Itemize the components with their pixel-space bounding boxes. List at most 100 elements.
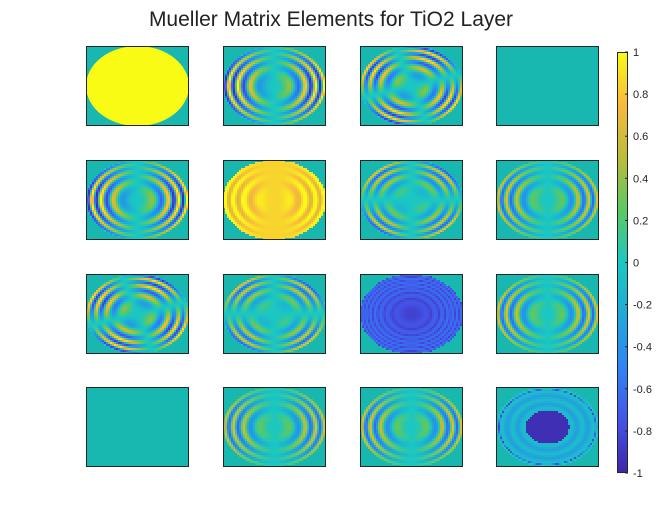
pixel bbox=[309, 70, 311, 72]
pixel bbox=[295, 120, 297, 122]
pixel bbox=[442, 102, 444, 104]
pixel bbox=[442, 80, 444, 82]
pixel bbox=[380, 80, 382, 82]
pixel bbox=[317, 100, 319, 102]
pixel bbox=[398, 84, 400, 86]
pixel bbox=[303, 90, 305, 92]
pixel bbox=[370, 80, 372, 82]
pixel bbox=[396, 80, 398, 82]
pixel bbox=[259, 58, 261, 60]
pixel bbox=[390, 60, 392, 62]
pixel bbox=[124, 204, 126, 206]
pixel bbox=[301, 76, 303, 78]
pixel bbox=[436, 58, 438, 60]
pixel bbox=[362, 80, 364, 82]
pixel bbox=[390, 70, 392, 72]
pixel bbox=[263, 166, 265, 168]
pixel bbox=[424, 108, 426, 110]
pixel bbox=[291, 106, 293, 108]
pixel bbox=[293, 62, 295, 64]
pixel bbox=[378, 78, 380, 80]
pixel bbox=[140, 196, 142, 198]
pixel bbox=[156, 178, 158, 180]
pixel bbox=[112, 166, 114, 168]
pixel bbox=[436, 94, 438, 96]
pixel bbox=[174, 188, 176, 190]
pixel bbox=[273, 58, 275, 60]
pixel bbox=[263, 80, 265, 82]
pixel bbox=[172, 206, 174, 208]
pixel bbox=[307, 92, 309, 94]
pixel bbox=[227, 80, 229, 82]
pixel bbox=[128, 232, 130, 234]
pixel bbox=[120, 186, 122, 188]
pixel bbox=[384, 82, 386, 84]
pixel bbox=[408, 86, 410, 88]
pixel bbox=[398, 80, 400, 82]
pixel bbox=[388, 84, 390, 86]
pixel bbox=[146, 220, 148, 222]
pixel bbox=[261, 102, 263, 104]
pixel bbox=[271, 164, 273, 166]
pixel bbox=[245, 68, 247, 70]
pixel bbox=[416, 92, 418, 94]
pixel bbox=[257, 48, 259, 50]
pixel bbox=[122, 212, 124, 214]
pixel bbox=[102, 196, 104, 198]
pixel bbox=[414, 74, 416, 76]
pixel bbox=[420, 54, 422, 56]
pixel bbox=[174, 190, 176, 192]
pixel bbox=[140, 174, 142, 176]
pixel bbox=[287, 92, 289, 94]
pixel bbox=[178, 218, 180, 220]
pixel bbox=[293, 118, 295, 120]
pixel bbox=[442, 54, 444, 56]
pixel bbox=[299, 58, 301, 60]
pixel bbox=[406, 56, 408, 58]
pixel bbox=[420, 94, 422, 96]
pixel bbox=[374, 72, 376, 74]
pixel bbox=[426, 64, 428, 66]
pixel bbox=[406, 118, 408, 120]
pixel bbox=[412, 64, 414, 66]
pixel bbox=[124, 184, 126, 186]
pixel bbox=[313, 78, 315, 80]
pixel bbox=[295, 54, 297, 56]
pixel bbox=[454, 86, 456, 88]
panel-pattern bbox=[223, 160, 325, 240]
pixel bbox=[418, 118, 420, 120]
pixel bbox=[267, 50, 269, 52]
pixel bbox=[384, 98, 386, 100]
pixel bbox=[422, 92, 424, 94]
pixel bbox=[267, 96, 269, 98]
pixel bbox=[148, 212, 150, 214]
pixel bbox=[418, 102, 420, 104]
pixel bbox=[100, 218, 102, 220]
pixel bbox=[384, 74, 386, 76]
pixel bbox=[275, 80, 277, 82]
pixel bbox=[450, 88, 452, 90]
pixel bbox=[233, 94, 235, 96]
pixel bbox=[414, 108, 416, 110]
pixel bbox=[366, 100, 368, 102]
pixel bbox=[233, 84, 235, 86]
pixel bbox=[293, 64, 295, 66]
pixel bbox=[251, 54, 253, 56]
pixel bbox=[144, 170, 146, 172]
pixel bbox=[257, 52, 259, 54]
pixel bbox=[418, 106, 420, 108]
pixel bbox=[386, 88, 388, 90]
pixel bbox=[146, 178, 148, 180]
pixel bbox=[289, 82, 291, 84]
pixel bbox=[132, 216, 134, 218]
pixel bbox=[430, 70, 432, 72]
pixel bbox=[162, 192, 164, 194]
pixel bbox=[267, 92, 269, 94]
pixel bbox=[321, 98, 323, 100]
pixel bbox=[406, 108, 408, 110]
pixel bbox=[388, 96, 390, 98]
pixel bbox=[168, 172, 170, 174]
pixel bbox=[398, 96, 400, 98]
pixel bbox=[144, 188, 146, 190]
pixel bbox=[396, 62, 398, 64]
